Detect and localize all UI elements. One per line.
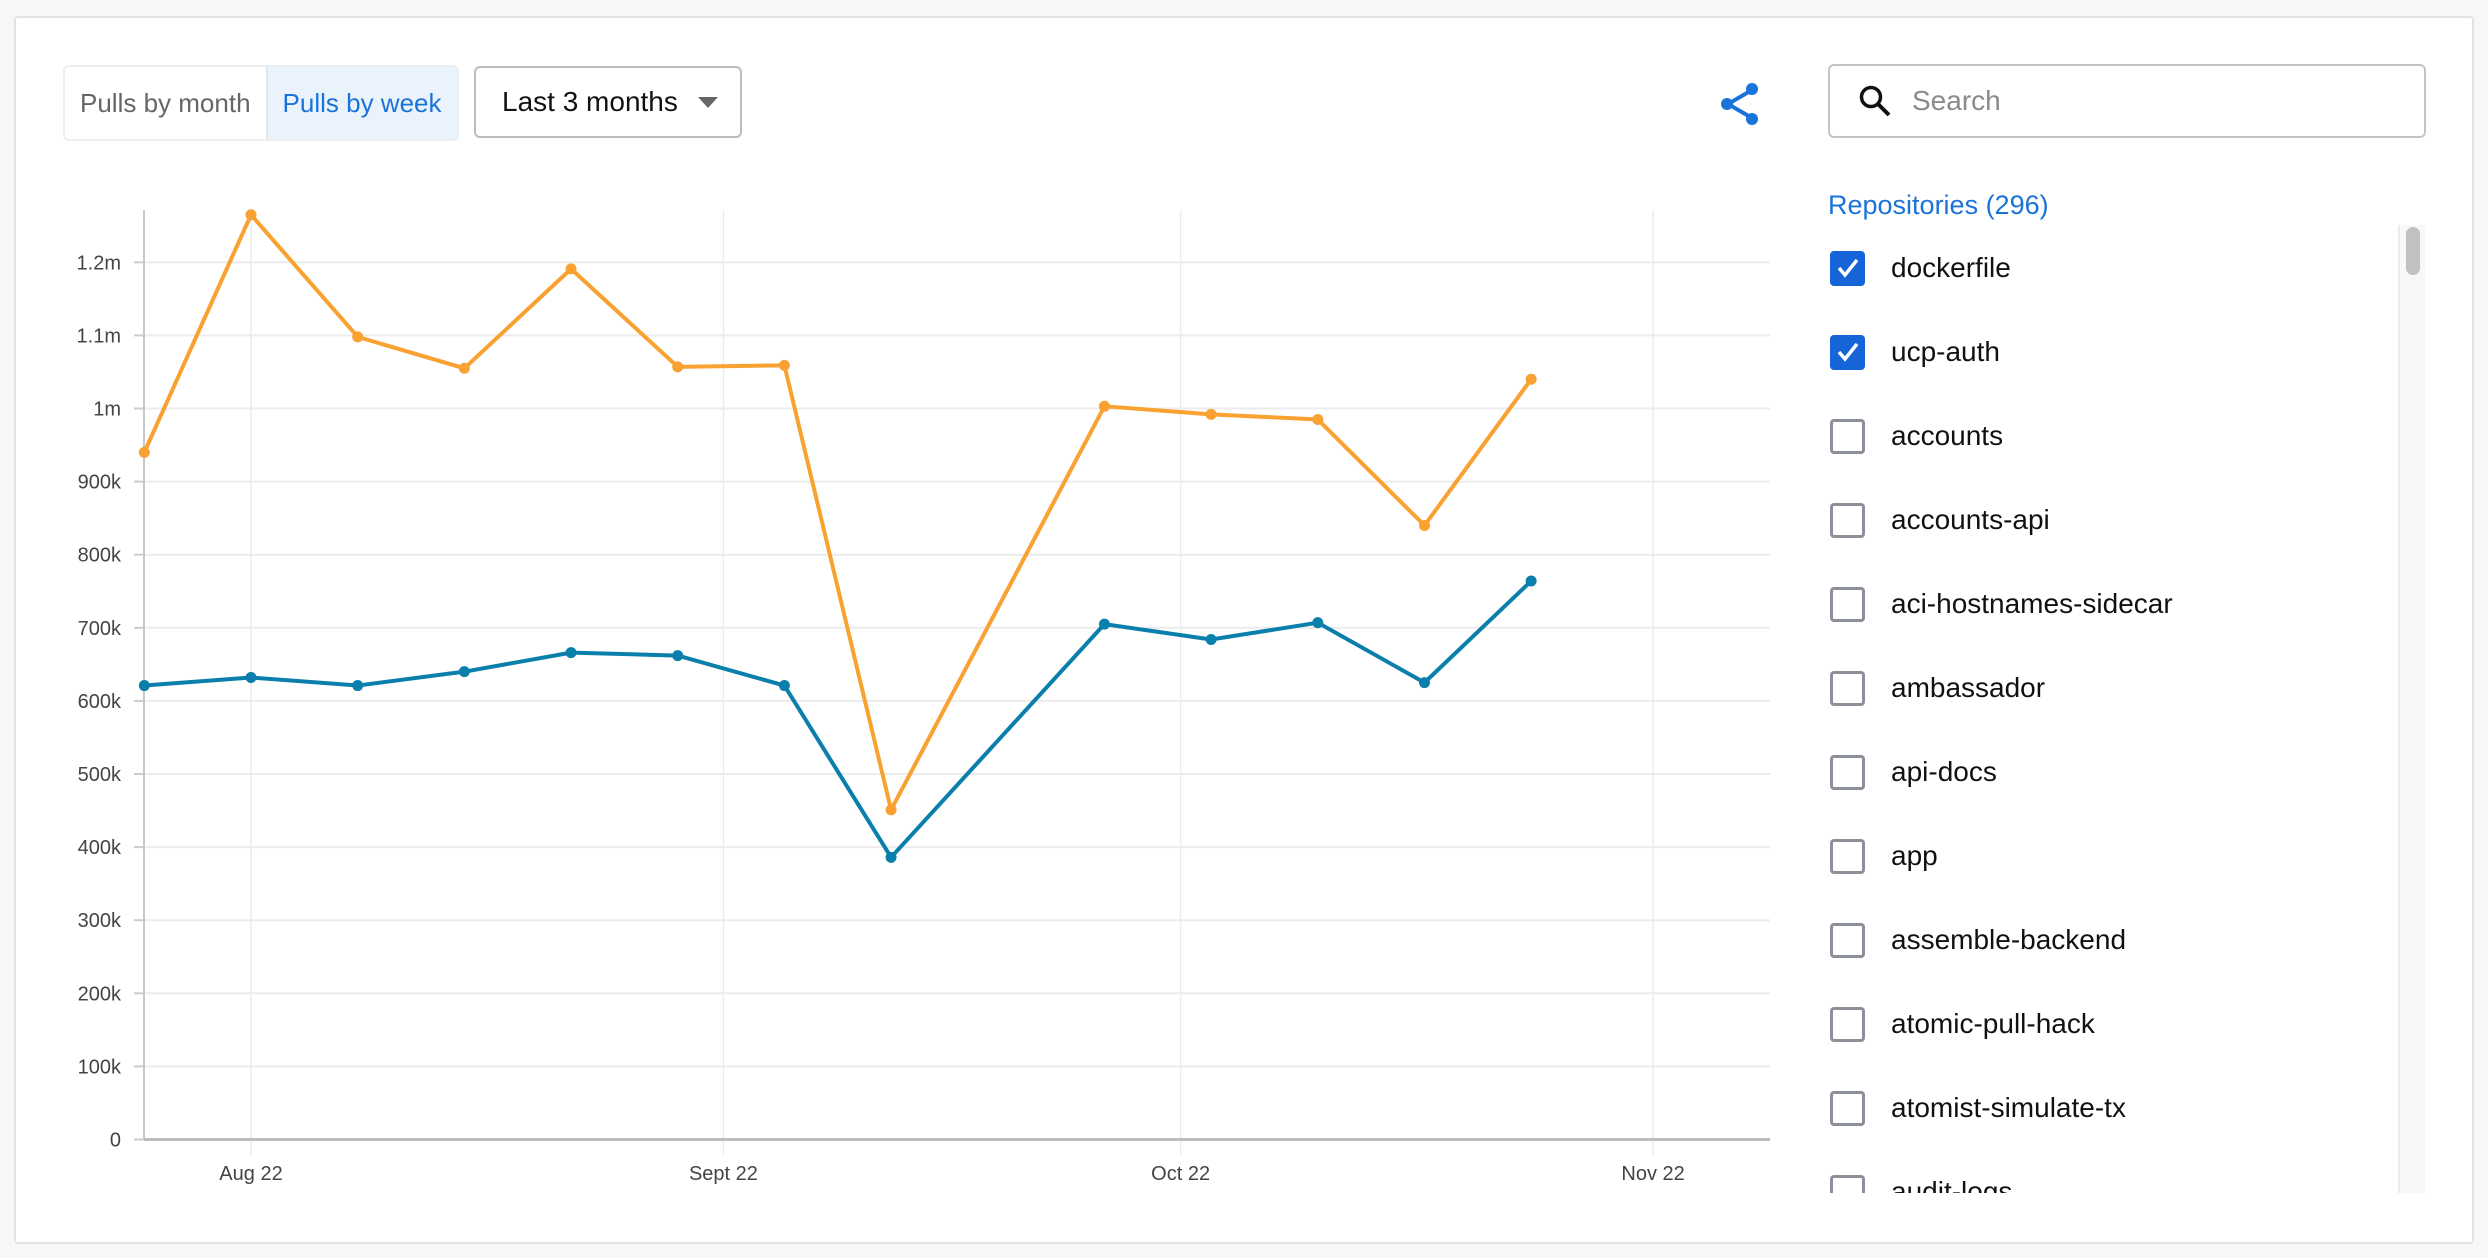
checkbox[interactable] bbox=[1830, 1090, 1865, 1126]
share-icon[interactable] bbox=[1716, 80, 1764, 128]
repository-item[interactable]: app bbox=[1828, 814, 2398, 898]
repository-label: accounts bbox=[1891, 420, 2004, 451]
repository-label: ucp-auth bbox=[1891, 336, 2000, 367]
repository-item[interactable]: dockerfile bbox=[1828, 226, 2398, 310]
view-toggle: Pulls by month Pulls by week bbox=[63, 65, 459, 141]
repository-item[interactable]: audit-logs bbox=[1828, 1150, 2398, 1193]
check-icon bbox=[1837, 258, 1858, 278]
repository-item[interactable]: atomist-simulate-tx bbox=[1828, 1066, 2398, 1150]
repository-item[interactable]: accounts-api bbox=[1828, 478, 2398, 562]
checkbox[interactable] bbox=[1830, 1006, 1865, 1042]
check-icon bbox=[1837, 342, 1858, 362]
pulls-by-month-button[interactable]: Pulls by month bbox=[80, 87, 251, 118]
repository-list: dockerfile ucp-auth accounts accounts-api ac… bbox=[1828, 226, 2398, 1193]
scrollbar-thumb[interactable] bbox=[2406, 227, 2420, 275]
search-icon bbox=[1859, 85, 1891, 117]
repository-label: aci-hostnames-sidecar bbox=[1891, 588, 2173, 619]
repository-item[interactable]: ucp-auth bbox=[1828, 310, 2398, 394]
repository-item[interactable]: assemble-backend bbox=[1828, 898, 2398, 982]
checkbox[interactable] bbox=[1830, 670, 1865, 706]
repositories-title: Repositories (296) bbox=[1828, 190, 2049, 220]
repository-item[interactable]: ambassador bbox=[1828, 646, 2398, 730]
checkbox[interactable] bbox=[1830, 250, 1865, 286]
repository-item[interactable]: api-docs bbox=[1828, 730, 2398, 814]
checkbox[interactable] bbox=[1830, 754, 1865, 790]
pulls-by-week-button[interactable]: Pulls by week bbox=[265, 67, 457, 139]
repository-label: audit-logs bbox=[1891, 1176, 2013, 1193]
checkbox[interactable] bbox=[1830, 418, 1865, 454]
checkbox[interactable] bbox=[1830, 586, 1865, 622]
repository-label: atomic-pull-hack bbox=[1891, 1008, 2095, 1039]
repository-label: dockerfile bbox=[1891, 252, 2011, 283]
caret-down-icon bbox=[697, 96, 718, 108]
repository-label: ambassador bbox=[1891, 672, 2046, 703]
repository-label: app bbox=[1891, 840, 1938, 871]
checkbox[interactable] bbox=[1830, 1174, 1865, 1193]
checkbox[interactable] bbox=[1830, 334, 1865, 370]
repository-label: api-docs bbox=[1891, 756, 1997, 787]
range-dropdown[interactable]: Last 3 months bbox=[474, 66, 742, 138]
search-field[interactable] bbox=[1828, 64, 2426, 138]
checkbox[interactable] bbox=[1830, 502, 1865, 538]
checkbox[interactable] bbox=[1830, 838, 1865, 874]
range-value: Last 3 months bbox=[502, 86, 678, 117]
repository-item[interactable]: atomic-pull-hack bbox=[1828, 982, 2398, 1066]
repository-item[interactable]: accounts bbox=[1828, 394, 2398, 478]
search-input[interactable] bbox=[1910, 84, 2394, 118]
repository-label: accounts-api bbox=[1891, 504, 2050, 535]
repository-label: assemble-backend bbox=[1891, 924, 2127, 955]
scrollbar[interactable] bbox=[2398, 225, 2425, 1193]
repository-label: atomist-simulate-tx bbox=[1891, 1092, 2126, 1123]
repository-item[interactable]: aci-hostnames-sidecar bbox=[1828, 562, 2398, 646]
checkbox[interactable] bbox=[1830, 922, 1865, 958]
